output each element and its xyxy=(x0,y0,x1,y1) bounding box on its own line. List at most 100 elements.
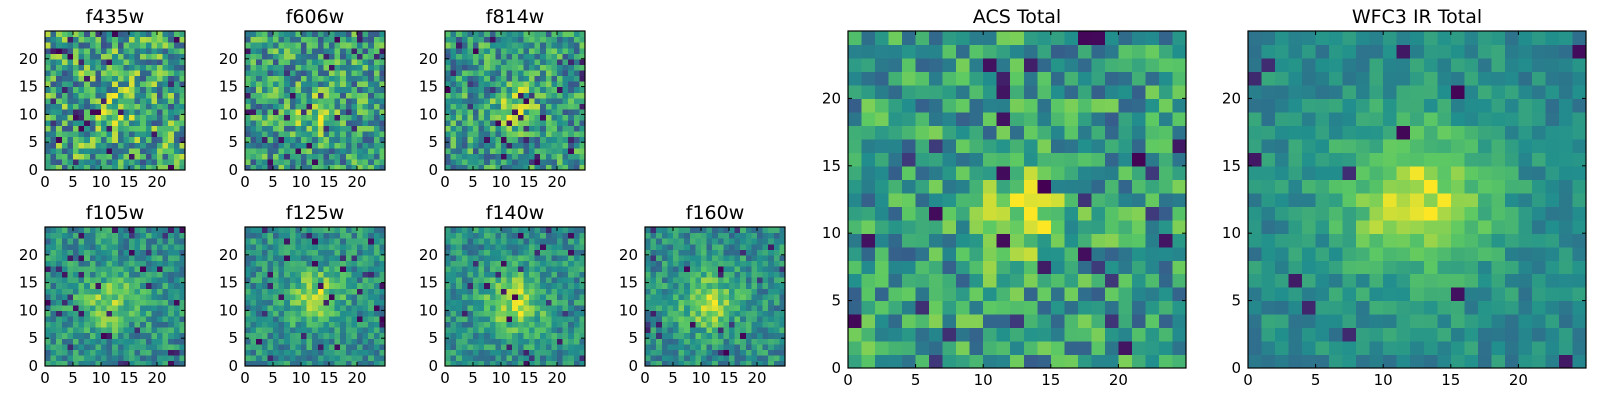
heatmap-cell xyxy=(484,254,491,261)
heatmap-cell xyxy=(157,338,164,345)
heatmap-cell xyxy=(168,92,175,99)
heatmap-cell xyxy=(689,232,696,239)
heatmap-cell xyxy=(562,47,569,54)
heatmap-cell xyxy=(523,249,530,256)
heatmap-cell xyxy=(1050,354,1065,369)
heatmap-cells xyxy=(45,31,186,171)
heatmap-cell xyxy=(568,321,575,328)
heatmap-cell xyxy=(284,338,291,345)
heatmap-cell xyxy=(273,86,280,93)
heatmap-cell xyxy=(351,42,358,49)
heatmap-cell xyxy=(112,354,119,362)
heatmap-cell xyxy=(78,249,85,256)
heatmap-cell xyxy=(368,97,375,104)
heatmap-cell xyxy=(117,265,124,273)
heatmap-cell xyxy=(312,232,319,239)
heatmap-cell xyxy=(134,354,141,362)
heatmap-cell xyxy=(1050,233,1065,248)
heatmap-cell xyxy=(123,36,130,43)
heatmap-cell xyxy=(89,125,96,132)
heatmap-cell xyxy=(89,136,96,143)
heatmap-cell xyxy=(273,108,280,115)
heatmap-cell xyxy=(112,271,119,278)
heatmap-cell xyxy=(684,232,691,239)
heatmap-cell xyxy=(50,349,57,356)
heatmap-cell xyxy=(678,249,685,256)
heatmap-cell xyxy=(284,343,291,350)
heatmap-cell xyxy=(157,36,164,43)
heatmap-cell xyxy=(289,265,296,273)
heatmap-cell xyxy=(517,119,524,127)
heatmap-cell xyxy=(579,332,586,339)
heatmap-cell xyxy=(278,142,285,149)
heatmap-cell xyxy=(712,282,719,289)
heatmap-cell xyxy=(45,338,52,345)
heatmap-cell xyxy=(667,277,674,284)
heatmap-cell xyxy=(557,354,564,362)
plot-frame xyxy=(44,226,186,367)
heatmap-cell xyxy=(267,271,274,278)
heatmap-cell xyxy=(969,287,984,302)
heatmap-cell xyxy=(545,81,552,88)
heatmap-cell xyxy=(157,147,164,154)
heatmap-cell xyxy=(450,227,457,234)
heatmap-cell xyxy=(501,75,508,82)
heatmap-cell xyxy=(996,287,1011,302)
heatmap-cell xyxy=(495,277,502,284)
heatmap-cell xyxy=(445,119,452,127)
heatmap-cell xyxy=(467,304,474,311)
heatmap-cell xyxy=(284,304,291,311)
heatmap-cell xyxy=(278,153,285,160)
heatmap-cell xyxy=(78,277,85,284)
heatmap-cell xyxy=(445,125,452,132)
heatmap-cell xyxy=(151,227,158,234)
heatmap-cell xyxy=(117,327,124,334)
heatmap-cell xyxy=(289,114,296,121)
heatmap-cell xyxy=(467,310,474,317)
heatmap-cell xyxy=(312,119,319,127)
heatmap-cell xyxy=(301,254,308,261)
heatmap-cell xyxy=(157,153,164,160)
heatmap-cell xyxy=(768,315,775,323)
heatmap-cell xyxy=(317,108,324,115)
heatmap-cell xyxy=(861,300,876,315)
heatmap-cell xyxy=(245,282,252,289)
heatmap-cell xyxy=(1023,233,1038,248)
x-tick-label: 20 xyxy=(547,369,566,387)
heatmap-cell xyxy=(278,58,285,65)
heatmap-cell xyxy=(779,288,786,295)
heatmap-cell xyxy=(456,304,463,311)
heatmap-cell xyxy=(1037,246,1052,261)
heatmap-cell xyxy=(888,273,903,288)
heatmap-cell xyxy=(456,232,463,239)
heatmap-cell xyxy=(689,277,696,284)
heatmap-cell xyxy=(484,92,491,99)
heatmap-cell xyxy=(179,227,186,234)
plot-frame xyxy=(444,226,586,367)
heatmap-cell xyxy=(723,299,730,306)
heatmap-cell xyxy=(134,288,141,295)
heatmap-cell xyxy=(568,164,575,171)
heatmap-cell xyxy=(334,271,341,278)
heatmap-cell xyxy=(689,343,696,350)
heatmap-cell xyxy=(461,125,468,132)
heatmap-cell xyxy=(673,232,680,239)
heatmap-cell xyxy=(357,108,364,115)
heatmap-cell xyxy=(534,75,541,82)
heatmap-cell xyxy=(573,125,580,132)
heatmap-cell xyxy=(261,271,268,278)
heatmap-cell xyxy=(61,238,68,245)
heatmap-cell xyxy=(379,227,386,234)
heatmap-cell xyxy=(140,147,147,154)
heatmap-cell xyxy=(245,31,252,38)
heatmap-cell xyxy=(106,136,113,143)
heatmap-cell xyxy=(969,246,984,261)
heatmap-cell xyxy=(489,125,496,132)
heatmap-cell xyxy=(61,265,68,273)
heatmap-cell xyxy=(261,354,268,362)
heatmap-cell xyxy=(134,108,141,115)
heatmap-cell xyxy=(768,332,775,339)
heatmap-cell xyxy=(501,360,508,367)
heatmap-cell xyxy=(517,69,524,77)
heatmap-cell xyxy=(517,158,524,166)
